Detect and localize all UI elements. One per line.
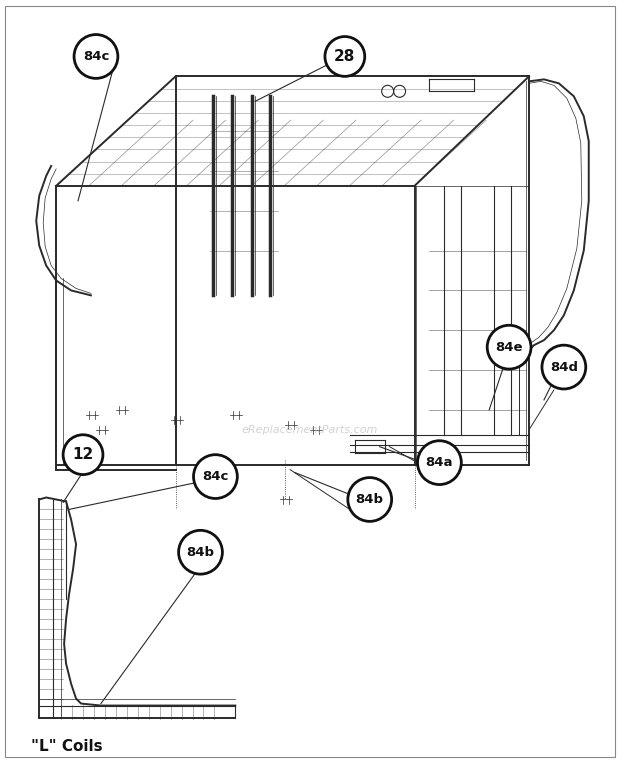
Circle shape — [325, 37, 365, 76]
Text: 84a: 84a — [426, 456, 453, 469]
Text: eReplacementParts.com: eReplacementParts.com — [242, 425, 378, 435]
Circle shape — [179, 530, 223, 574]
Text: 84e: 84e — [495, 340, 523, 354]
Circle shape — [348, 478, 392, 521]
Text: 84d: 84d — [550, 361, 578, 374]
Text: 84c: 84c — [202, 470, 229, 483]
Circle shape — [193, 455, 237, 498]
Text: 84b: 84b — [356, 493, 384, 506]
Text: 28: 28 — [334, 49, 355, 64]
Circle shape — [542, 345, 586, 389]
Circle shape — [74, 34, 118, 79]
Circle shape — [487, 325, 531, 369]
Text: 84b: 84b — [187, 546, 215, 559]
Circle shape — [417, 441, 461, 485]
Text: 84c: 84c — [83, 50, 109, 63]
Circle shape — [63, 435, 103, 475]
Text: "L" Coils: "L" Coils — [31, 739, 103, 754]
Text: 12: 12 — [73, 447, 94, 462]
